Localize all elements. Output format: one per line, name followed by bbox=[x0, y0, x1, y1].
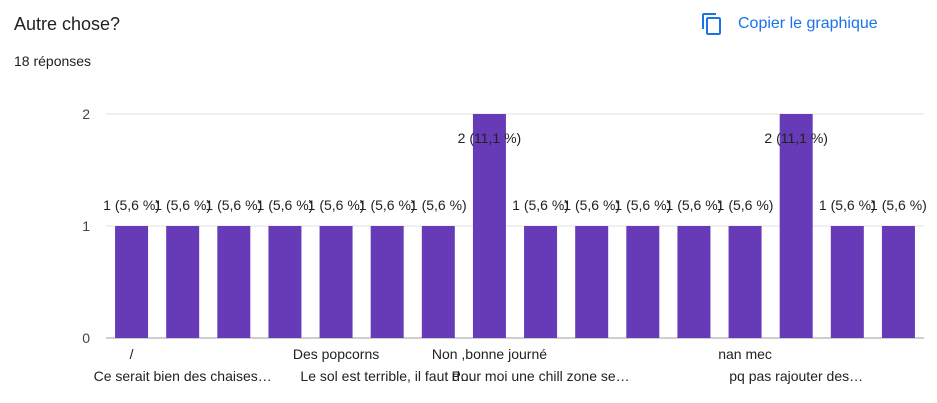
bar bbox=[166, 226, 200, 338]
bar bbox=[626, 226, 660, 338]
bar bbox=[524, 226, 558, 338]
x-tick-label: Le sol est terrible, il faut d… bbox=[300, 368, 474, 384]
data-label: 2 (11,1 %) bbox=[458, 130, 522, 146]
x-tick-label: Non ,bonne journé bbox=[432, 346, 547, 362]
bar bbox=[370, 226, 404, 338]
data-label: 1 (5,6 %) bbox=[512, 197, 569, 213]
data-label: 1 (5,6 %) bbox=[308, 197, 365, 213]
y-tick-label: 1 bbox=[82, 218, 90, 234]
x-tick-label: / bbox=[130, 346, 134, 362]
response-count: 18 réponses bbox=[14, 53, 92, 69]
data-label: 1 (5,6 %) bbox=[614, 197, 671, 213]
data-label: 1 (5,6 %) bbox=[870, 197, 927, 213]
copy-icon bbox=[702, 13, 721, 35]
data-label: 1 (5,6 %) bbox=[563, 197, 620, 213]
data-label: 1 (5,6 %) bbox=[257, 197, 314, 213]
bar bbox=[779, 114, 813, 338]
bar bbox=[319, 226, 353, 338]
data-label: 1 (5,6 %) bbox=[666, 197, 723, 213]
bar bbox=[575, 226, 609, 338]
data-label: 1 (5,6 %) bbox=[103, 197, 160, 213]
question-title: Autre chose? bbox=[14, 14, 121, 34]
bar bbox=[472, 114, 506, 338]
copy-chart-button[interactable]: Copier le graphique bbox=[700, 8, 878, 40]
data-label: 1 (5,6 %) bbox=[205, 197, 262, 213]
bar bbox=[115, 226, 149, 338]
bar bbox=[421, 226, 455, 338]
x-tick-label: pq pas rajouter des… bbox=[729, 368, 863, 384]
x-tick-label: Ce serait bien des chaises… bbox=[94, 368, 272, 384]
x-tick-label: Des popcorns bbox=[293, 346, 379, 362]
x-tick-label: Pour moi une chill zone se… bbox=[451, 368, 629, 384]
data-label: 1 (5,6 %) bbox=[717, 197, 774, 213]
data-label: 1 (5,6 %) bbox=[819, 197, 876, 213]
bar bbox=[728, 226, 762, 338]
data-label: 1 (5,6 %) bbox=[359, 197, 416, 213]
bar bbox=[881, 226, 915, 338]
bar bbox=[677, 226, 711, 338]
bar bbox=[268, 226, 302, 338]
y-tick-label: 2 bbox=[82, 106, 90, 122]
copy-chart-label: Copier le graphique bbox=[738, 15, 878, 32]
bar bbox=[217, 226, 251, 338]
data-label: 1 (5,6 %) bbox=[410, 197, 467, 213]
data-label: 1 (5,6 %) bbox=[154, 197, 211, 213]
bar bbox=[830, 226, 864, 338]
x-tick-label: nan mec bbox=[718, 346, 772, 362]
data-label: 2 (11,1 %) bbox=[764, 130, 828, 146]
y-tick-label: 0 bbox=[82, 330, 90, 346]
